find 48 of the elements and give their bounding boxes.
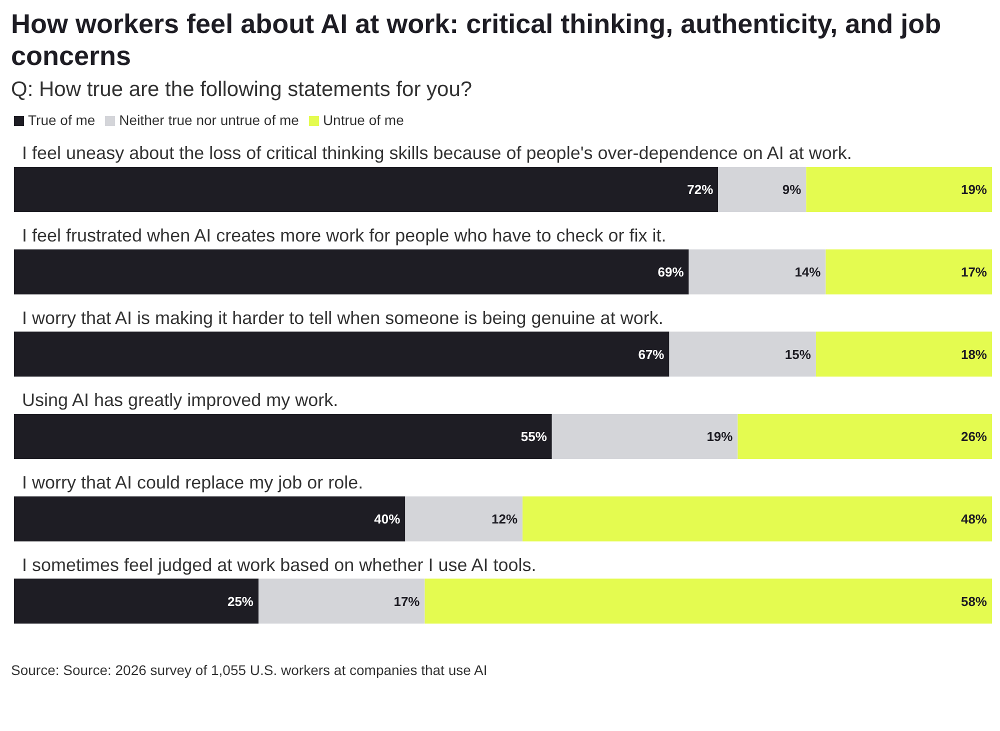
legend-label: Untrue of me — [322, 112, 404, 128]
data-label: 67% — [638, 346, 665, 362]
data-label: 25% — [227, 594, 254, 609]
y-tick-label: I sometimes feel judged at work based on whether I use AI tools. — [22, 554, 536, 575]
data-label: 15% — [784, 346, 812, 362]
chart-title: How workers feel about AI at work: critical thinking, authenticity, and job concerns — [11, 8, 942, 72]
data-label: 19% — [960, 182, 988, 198]
data-label: 18% — [960, 346, 988, 362]
data-label: 72% — [687, 182, 714, 198]
bar — [405, 496, 523, 542]
y-tick-label: I worry that AI is making it harder to tell when someone is being genuine at work. — [22, 308, 664, 328]
bar — [14, 249, 689, 294]
bar — [14, 332, 670, 377]
data-label: 19% — [706, 429, 734, 444]
bar — [14, 414, 552, 459]
bar — [688, 249, 826, 294]
data-label: 9% — [782, 182, 802, 198]
legend-label: True of me — [28, 112, 96, 128]
bar — [14, 496, 406, 542]
data-label: 55% — [520, 429, 548, 444]
bar — [258, 578, 425, 624]
data-label: 17% — [394, 594, 420, 609]
bar — [14, 578, 258, 624]
data-label: 48% — [960, 511, 988, 526]
data-label: 17% — [960, 264, 988, 280]
bar — [806, 167, 992, 212]
data-label: 14% — [794, 264, 822, 280]
y-tick-label: I worry that AI could replace my job or role. — [22, 472, 364, 492]
data-label: 26% — [960, 429, 988, 444]
y-tick-label: I feel uneasy about the loss of critical thinking skills because of people's over-dependence on AI at work. — [22, 143, 852, 164]
bar — [738, 414, 992, 459]
y-tick-label: I feel frustrated when AI creates more work for people who have to check or fix it. — [22, 226, 666, 246]
data-label: 69% — [658, 264, 684, 280]
bar — [14, 167, 718, 212]
data-label: 58% — [960, 594, 988, 609]
bar — [522, 496, 992, 542]
source-note: Source: Source: 2026 survey of 1,055 U.S. workers at companies that use AI — [11, 662, 488, 678]
bar — [826, 249, 992, 294]
data-label: 12% — [492, 511, 518, 526]
bar — [669, 332, 816, 377]
data-label: 40% — [374, 511, 401, 526]
bar — [718, 167, 806, 212]
y-tick-label: Using AI has greatly improved my work. — [22, 390, 338, 410]
bar — [552, 414, 738, 459]
bar — [424, 578, 992, 624]
bar — [816, 332, 992, 377]
legend-label: Neither true nor untrue of me — [119, 112, 299, 128]
chart-subtitle: Q: How true are the following statements for you? — [11, 78, 474, 102]
